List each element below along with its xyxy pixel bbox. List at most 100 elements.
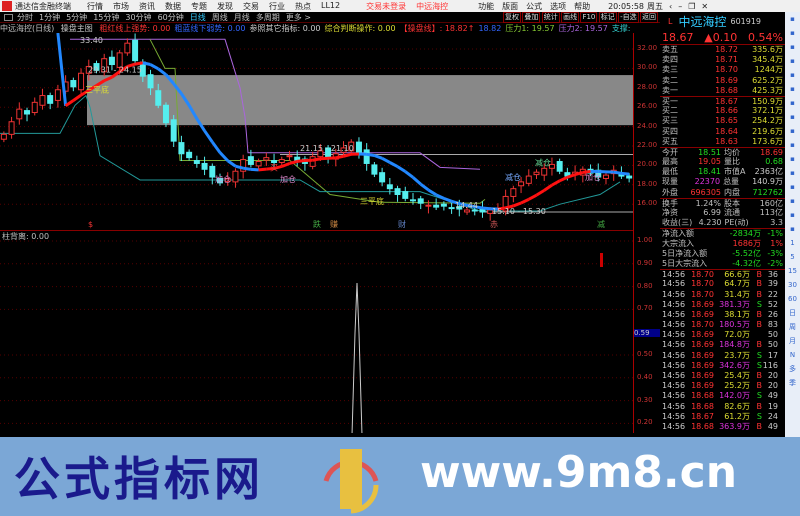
menu-item[interactable]: 热点 <box>295 1 311 11</box>
menu-item[interactable]: 数据 <box>165 1 181 11</box>
layout-toggle-icon[interactable] <box>4 14 13 21</box>
side-period-button[interactable]: 5 <box>790 253 795 261</box>
period-tab[interactable]: 日线 <box>189 13 206 22</box>
side-period-button[interactable]: N <box>789 351 796 359</box>
indicator-name[interactable]: 操盘主图 <box>60 24 93 33</box>
chart-button[interactable]: -自选 <box>618 12 639 23</box>
restore-icon[interactable]: ❐ <box>688 1 696 11</box>
menu-item-right[interactable]: 公式 <box>526 1 543 11</box>
refresh-icon[interactable]: ▪ <box>790 169 795 177</box>
quote-cell: 买四 <box>662 126 678 136</box>
trend-line-segment <box>180 92 191 107</box>
period-tab[interactable]: 60分钟 <box>157 13 184 22</box>
quote-row: 卖一 18.68 425.3万 <box>660 86 785 96</box>
menu-item[interactable]: 交易 <box>243 1 259 11</box>
calendar-icon[interactable]: ▪ <box>790 141 795 149</box>
chart-button[interactable]: F10 <box>580 12 598 23</box>
seal-logo-icon <box>323 449 379 514</box>
menu-item[interactable]: 行业 <box>269 1 285 11</box>
minimize-icon[interactable]: – <box>678 1 683 11</box>
candle <box>85 65 92 74</box>
menu-item-right[interactable]: 版面 <box>502 1 519 11</box>
period-tab[interactable]: 30分钟 <box>125 13 152 22</box>
arrow-up-icon[interactable]: ▪ <box>790 15 795 23</box>
period-tab[interactable]: 5分钟 <box>66 13 88 22</box>
f10-icon[interactable]: ▪ <box>790 113 795 121</box>
tick-row: 14:56 18.69 342.6万 S 116 <box>660 361 785 371</box>
chart-button[interactable]: 标记 <box>598 12 617 23</box>
chart-button[interactable]: 统计 <box>541 12 560 23</box>
sub-indicator-label: 柱背离: 0.00 <box>2 232 50 241</box>
fund-cell: 113亿 <box>759 208 783 217</box>
menu-item[interactable]: 市场 <box>113 1 129 11</box>
bottom-mark: 跌 <box>313 219 321 229</box>
back-icon[interactable]: ‹ <box>669 1 673 11</box>
signal-label: 减仓 <box>505 172 521 182</box>
tick-cell: B <box>756 279 763 289</box>
fund-cell: 6.99 <box>703 208 721 217</box>
menu-item-right[interactable]: 功能 <box>478 1 495 11</box>
menu-item[interactable]: LL12 <box>321 0 341 10</box>
list-icon[interactable]: ▪ <box>790 197 795 205</box>
tick-cell: 17 <box>767 350 778 360</box>
side-period-button[interactable]: 季 <box>789 379 796 387</box>
side-period-button[interactable]: 周 <box>789 323 796 331</box>
move-icon[interactable]: ▪ <box>790 211 795 219</box>
side-period-button[interactable]: 1 <box>790 239 795 247</box>
tick-cell: B <box>756 401 763 411</box>
trend-line-segment <box>149 63 159 71</box>
menu-item[interactable]: 资讯 <box>139 1 155 11</box>
menu-item-right[interactable]: 帮助 <box>574 1 591 11</box>
period-tab[interactable]: 1分钟 <box>39 13 61 22</box>
flow-value: 1686万 <box>732 238 761 248</box>
period-tab[interactable]: 周线 <box>211 13 228 22</box>
trend-line-segment <box>520 197 530 205</box>
trend-line-segment <box>419 182 430 192</box>
tick-cell: B <box>756 340 763 350</box>
kline-chart[interactable]: 29.31 - 24.15 21.15 - 21.10 15.10 - 15.30 1… <box>0 33 633 433</box>
login-status[interactable]: 交易未登录 <box>366 1 407 11</box>
period-tab[interactable]: 多周期 <box>255 13 280 22</box>
trend-line-segment <box>258 167 267 172</box>
side-period-button[interactable]: 60 <box>788 295 797 303</box>
period-tab[interactable]: 更多 > <box>285 13 311 22</box>
side-period-button[interactable]: 15 <box>788 267 797 275</box>
period-tab[interactable]: 分时 <box>17 13 33 22</box>
chart-icon[interactable]: ▪ <box>790 57 795 65</box>
chart-button[interactable]: 返回 <box>639 12 658 23</box>
trend-line-segment <box>551 179 561 187</box>
quote-cell: 219.6万 <box>752 126 783 136</box>
window-icon[interactable]: ▪ <box>790 99 795 107</box>
chart-button[interactable]: 画线 <box>561 12 580 23</box>
flow-row: 大宗流入 1686万 1% <box>660 239 785 249</box>
bar-icon[interactable]: ▪ <box>790 85 795 93</box>
trend-line-segment <box>172 82 183 95</box>
pencil-icon[interactable]: ▪ <box>790 225 795 233</box>
period-tab[interactable]: 15分钟 <box>93 13 120 22</box>
side-period-button[interactable]: 多 <box>789 365 796 373</box>
note-icon[interactable]: ▪ <box>790 127 795 135</box>
period-tab[interactable]: 月线 <box>233 13 250 22</box>
tool-icon[interactable]: ▪ <box>790 43 795 51</box>
menu-item[interactable]: 发现 <box>217 1 233 11</box>
indicator-value: 18.82 <box>478 24 502 33</box>
close-icon[interactable]: ✕ <box>701 1 709 11</box>
line-icon[interactable]: ▪ <box>790 71 795 79</box>
info-icon[interactable]: ▪ <box>790 155 795 163</box>
chart-button[interactable]: 叠加 <box>522 12 541 23</box>
arrow-down-icon[interactable]: ▪ <box>790 29 795 37</box>
side-period-button[interactable]: 月 <box>789 337 796 345</box>
menu-item[interactable]: 专题 <box>191 1 207 11</box>
trend-line-segment <box>435 193 445 200</box>
side-period-button[interactable]: 日 <box>789 309 796 317</box>
tick-cell: 66.6万 <box>724 270 750 280</box>
side-period-button[interactable]: 30 <box>788 281 797 289</box>
candle <box>456 206 463 210</box>
tick-cell: 14:56 <box>662 350 686 360</box>
menu-item[interactable]: 行情 <box>87 1 103 11</box>
trend-line-segment <box>528 193 538 201</box>
menu-item-right[interactable]: 选项 <box>550 1 567 11</box>
tick-cell: S <box>756 391 762 401</box>
chart-button[interactable]: 复权 <box>503 12 521 23</box>
clock-icon[interactable]: ▪ <box>790 183 795 191</box>
